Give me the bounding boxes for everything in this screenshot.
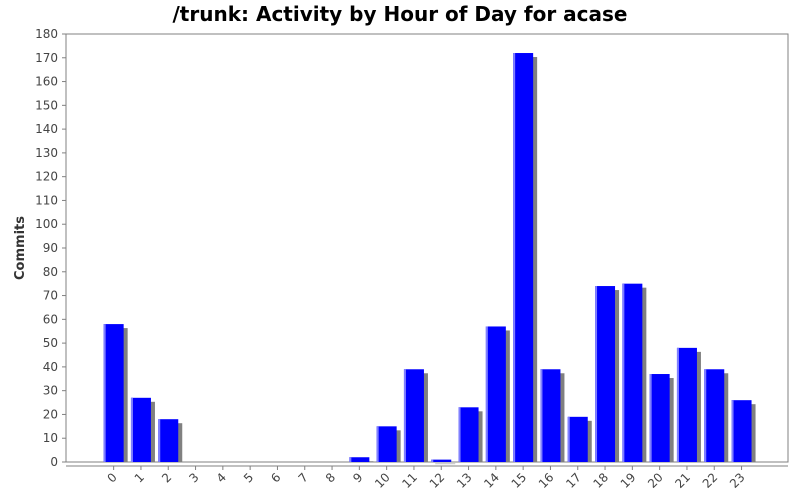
bar-highlight [622,283,625,462]
bar-highlight [595,286,598,462]
bar-highlight [349,457,352,462]
bar-highlight [485,326,488,462]
bar-hour-19 [622,283,643,462]
bar-hour-10 [376,426,397,462]
bar-hour-9 [349,457,370,462]
bar-highlight [403,369,406,462]
x-tick-label: 10 [372,470,393,491]
x-tick-label: 9 [350,470,365,485]
y-tick-label: 170 [35,51,58,65]
bar-hour-16 [540,369,561,462]
bar-highlight [103,324,106,462]
x-tick-label: 20 [645,470,666,491]
bar-hour-22 [704,369,725,462]
y-tick-label: 140 [35,122,58,136]
x-tick-label: 3 [186,470,201,485]
x-tick-label: 2 [159,470,174,485]
bar-highlight [513,53,516,463]
bar-hour-14 [485,326,506,462]
bar-hour-12 [431,459,452,462]
y-tick-label: 70 [43,289,58,303]
x-tick-label: 16 [536,470,557,491]
bar-hour-20 [649,374,670,462]
bar-highlight [376,426,379,462]
x-tick-label: 18 [590,470,611,491]
x-tick-label: 8 [323,470,338,485]
y-tick-label: 80 [43,265,58,279]
y-tick-label: 120 [35,170,58,184]
bar-hour-15 [513,53,534,463]
x-tick-label: 6 [268,470,283,485]
x-tick-label: 7 [296,470,311,485]
bar-hour-21 [676,347,697,462]
bar-hour-2 [158,419,179,462]
x-tick-label: 4 [214,470,229,485]
y-tick-label: 100 [35,217,58,231]
y-tick-label: 110 [35,193,58,207]
bar-hour-13 [458,407,479,462]
bar-highlight [130,397,133,462]
y-tick-label: 160 [35,75,58,89]
y-tick-label: 30 [43,384,58,398]
y-tick-label: 90 [43,241,58,255]
x-tick-label: 21 [672,470,693,491]
bar-highlight [158,419,161,462]
x-tick-label: 13 [454,470,475,491]
y-tick-label: 40 [43,360,58,374]
bar-hour-0 [103,324,124,462]
bar-highlight [649,374,652,462]
x-tick-label: 17 [563,470,584,491]
bar-highlight [731,400,734,462]
bar-highlight [431,459,434,462]
bar-hour-11 [403,369,424,462]
y-tick-label: 150 [35,98,58,112]
bar-highlight [567,416,570,462]
y-tick-label: 0 [50,455,58,469]
y-axis-label: Commits [13,216,28,280]
bars [103,53,752,463]
bar-hour-17 [567,416,588,462]
bar-highlight [704,369,707,462]
x-tick-label: 1 [132,470,147,485]
chart-title: /trunk: Activity by Hour of Day for acas… [172,2,628,26]
x-tick-label: 5 [241,470,256,485]
x-axis-ticks: 0 1 2 3 4 5 6 7 8 9 10 11 12 13 14 15 16 17 18 19 20 21 22 23 [104,466,748,491]
bar-hour-23 [731,400,752,462]
bar-highlight [540,369,543,462]
bar-highlight [676,347,679,462]
y-tick-label: 130 [35,146,58,160]
bar-highlight [458,407,461,462]
y-tick-label: 180 [35,27,58,41]
bar-hour-1 [130,397,151,462]
x-tick-label: 22 [700,470,721,491]
x-tick-label: 11 [399,470,420,491]
x-tick-label: 23 [727,470,748,491]
y-tick-label: 10 [43,431,58,445]
bar-hour-18 [595,286,616,462]
bar-shadow [435,463,456,465]
x-tick-label: 19 [618,470,639,491]
y-tick-label: 60 [43,312,58,326]
x-tick-label: 14 [481,470,502,491]
x-tick-label: 12 [427,470,448,491]
y-tick-label: 20 [43,407,58,421]
x-tick-label: 0 [104,470,119,485]
x-tick-label: 15 [509,470,530,491]
y-axis-ticks: 0 10 20 30 40 50 60 70 80 90 100 110 120 130 140 150 160… [35,27,66,469]
y-tick-label: 50 [43,336,58,350]
